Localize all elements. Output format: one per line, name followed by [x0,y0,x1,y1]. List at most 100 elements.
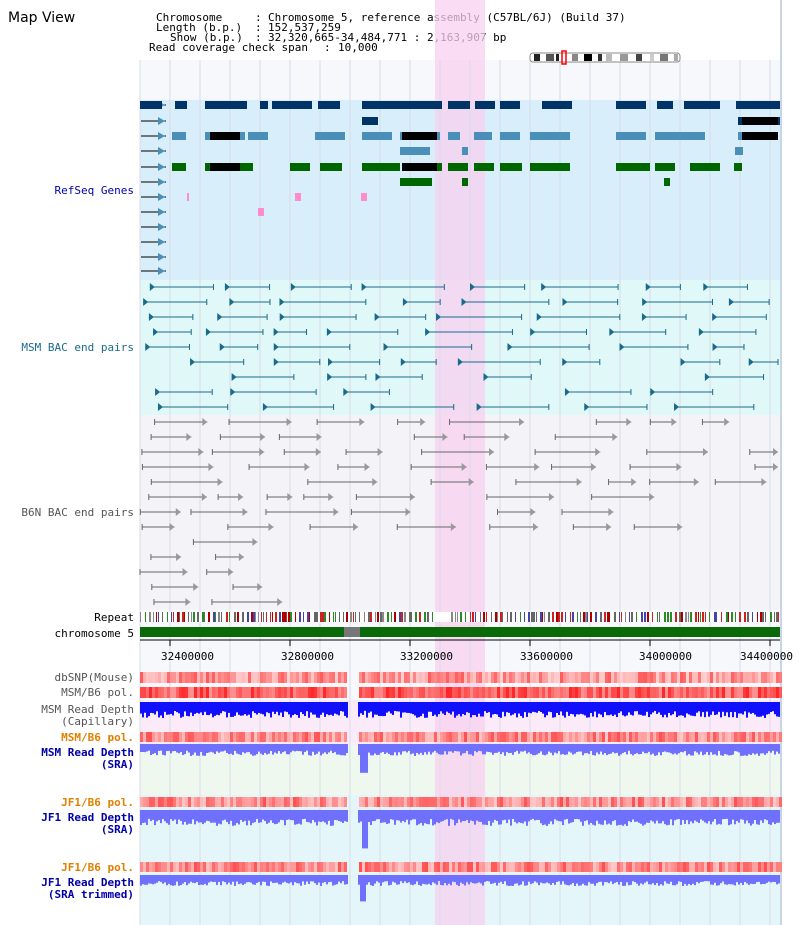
pol-cell [617,862,620,872]
pol-cell [746,862,749,872]
depth-bar [332,810,334,826]
depth-bar [570,875,572,885]
depth-bar [172,875,174,886]
depth-bar [688,875,690,884]
pol-cell [287,862,290,872]
depth-bar [246,875,248,883]
depth-bar [438,702,440,715]
pol-cell [602,862,605,872]
depth-bar [548,810,550,824]
bac-end-marker [470,283,476,291]
pol-cell [206,732,209,742]
depth-bar [182,810,184,825]
pol-cell [653,687,656,698]
depth-bar [416,702,418,718]
depth-bar [444,875,446,884]
pol-cell [599,687,602,698]
depth-bar [406,810,408,820]
depth-bar [592,702,594,717]
pol-cell [443,687,446,698]
pol-cell [659,687,662,698]
repeat-element [472,612,474,622]
chromosome-ideogram[interactable] [529,50,681,65]
depth-bar [168,810,170,825]
depth-bar [164,744,166,756]
gene-arrow [158,147,165,155]
depth-bar [244,702,246,715]
depth-bar [494,702,496,714]
pol-cell [458,797,461,807]
depth-bar [728,810,730,826]
pol-cell [707,797,710,807]
pol-cell [545,862,548,872]
depth-bar [202,744,204,756]
depth-bar [462,744,464,754]
b6n-end-marker [548,493,554,501]
pol-cell [584,672,587,683]
depth-bar [654,702,656,711]
pol-cell [545,687,548,698]
gene-arrow [158,132,165,140]
depth-bar [298,810,300,824]
refseq-track[interactable] [140,101,780,275]
pol-cell [515,672,518,683]
depth-bar [662,875,664,886]
pol-cell [368,797,371,807]
pol-cell [272,862,275,872]
pol-cell [161,732,164,742]
b6n-bac-track[interactable] [139,418,778,606]
depth-bar [498,744,500,752]
b6n-end-marker [693,478,699,486]
msm-bac-track[interactable] [143,283,779,411]
b6n-end-marker [533,523,539,531]
depth-bar [704,875,706,882]
depth-bar [526,702,528,717]
depth-bar [542,744,544,755]
pol-cell [743,732,746,742]
repeat-element [500,612,502,622]
bac-end-marker [343,388,349,396]
depth-bar [692,810,694,824]
depth-bar [598,744,600,755]
pol-cell [749,732,752,742]
pol-cell [152,862,155,872]
pol-cell [620,687,623,698]
depth-bar [164,810,166,822]
depth-bar [318,744,320,752]
depth-bar [170,744,172,754]
pol-cell [278,862,281,872]
depth-bar [704,744,706,755]
depth-bar [400,810,402,823]
pol-cell [626,797,629,807]
pol-cell [680,687,683,698]
pol-cell [671,672,674,683]
pol-cell [332,687,335,698]
depth-bar [174,702,176,711]
depth-bar [532,810,534,819]
depth-bar [510,875,512,886]
repeat-element [652,612,653,622]
pol-cell [614,797,617,807]
depth-bar [708,810,710,822]
depth-bar [710,744,712,753]
bac-end-marker [219,343,225,351]
pol-cell [413,672,416,683]
depth-bar [342,875,344,882]
repeat-element [343,612,344,622]
pol-cell [437,797,440,807]
pol-cell [314,732,317,742]
depth-bar [750,702,752,714]
pol-cell [497,862,500,872]
pol-cell [557,672,560,683]
depth-bar [144,810,146,823]
msm-b6-pol-2-label: MSM/B6 pol. [61,731,134,744]
coverage-value: 10,000 [338,41,378,54]
b6n-end-marker [606,523,612,531]
repeat-element [419,612,421,622]
depth-bar [302,810,304,820]
pol-cell [620,732,623,742]
depth-bar [184,810,186,822]
depth-bar [440,744,442,755]
